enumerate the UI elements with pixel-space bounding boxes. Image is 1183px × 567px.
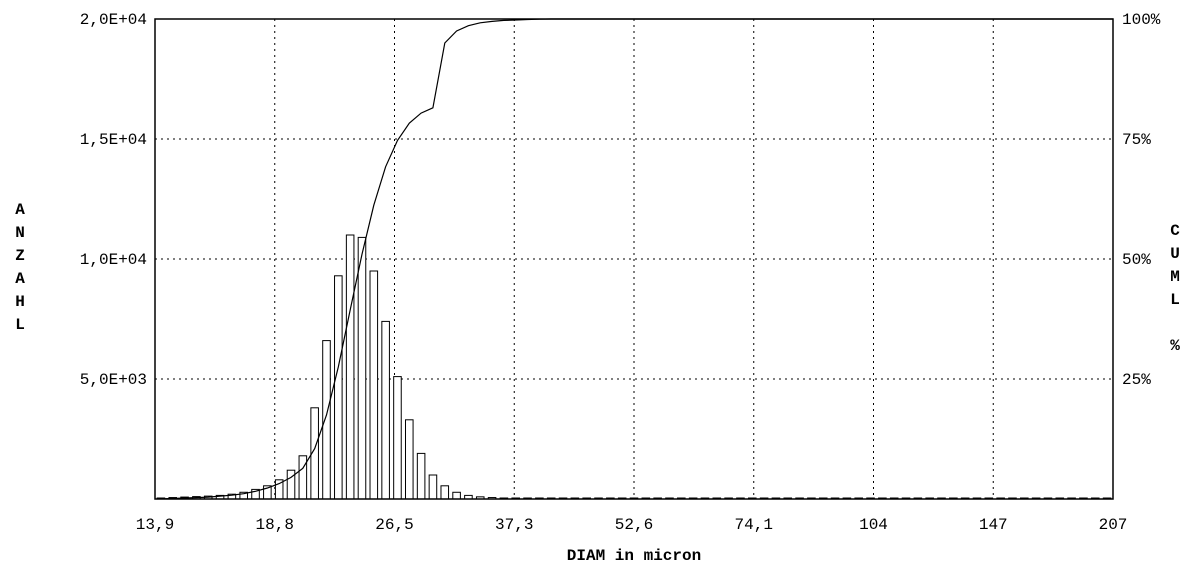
histogram-bar (452, 491, 461, 500)
histogram-bar (428, 474, 438, 500)
left-title-letter: H (15, 293, 25, 311)
right-axis-tick-labels: 100% 75% 50% 25% (1122, 11, 1161, 389)
left-tick-label: 1,5E+04 (80, 131, 147, 149)
right-tick-label: 50% (1122, 251, 1151, 269)
x-tick-label: 104 (859, 516, 888, 534)
grid-lines (155, 19, 1113, 499)
cumulative-curve (160, 18, 1113, 500)
right-title-letter: M (1170, 268, 1180, 286)
right-tick-label: 25% (1122, 371, 1151, 389)
histogram-bar (440, 485, 450, 500)
left-title-letter: A (15, 201, 25, 219)
x-tick-label: 18,8 (256, 516, 294, 534)
plot-frame (154, 18, 1114, 500)
x-tick-label: 147 (979, 516, 1008, 534)
x-tick-label: 74,1 (735, 516, 773, 534)
left-tick-label: 1,0E+04 (80, 251, 147, 269)
histogram-bar (334, 275, 343, 500)
right-title-letter: L (1170, 291, 1180, 309)
histogram-bar (381, 320, 390, 500)
histogram-bar (393, 376, 402, 500)
x-axis-title: DIAM in micron (567, 547, 701, 565)
right-tick-label: 75% (1122, 131, 1151, 149)
x-tick-label: 37,3 (495, 516, 533, 534)
left-title-letter: A (15, 270, 25, 288)
right-title-letter: % (1170, 337, 1180, 355)
right-title-letter: U (1170, 245, 1180, 263)
histogram-bar (345, 234, 355, 500)
x-tick-label: 13,9 (136, 516, 174, 534)
histogram-bar (298, 455, 308, 500)
left-tick-label: 5,0E+03 (80, 371, 147, 389)
histogram-bar (404, 419, 414, 500)
histogram-bar (357, 236, 367, 500)
histogram-bar (416, 452, 426, 500)
histogram-bar (286, 469, 296, 500)
right-title-letter: C (1170, 222, 1180, 240)
left-tick-label: 2,0E+04 (80, 11, 147, 29)
left-title-letter: L (15, 316, 25, 334)
histogram-bar (322, 340, 331, 500)
left-title-letter: N (15, 224, 25, 242)
x-tick-label: 52,6 (615, 516, 653, 534)
x-axis-tick-labels: 13,9 18,8 26,5 37,3 52,6 74,1 104 147 207 (136, 516, 1128, 534)
x-tick-label: 207 (1099, 516, 1128, 534)
left-title-letter: Z (15, 247, 25, 265)
x-tick-label: 26,5 (375, 516, 413, 534)
left-axis-tick-labels: 2,0E+04 1,5E+04 1,0E+04 5,0E+03 (80, 11, 147, 389)
right-tick-label: 100% (1122, 11, 1161, 29)
histogram-bar (369, 270, 379, 500)
